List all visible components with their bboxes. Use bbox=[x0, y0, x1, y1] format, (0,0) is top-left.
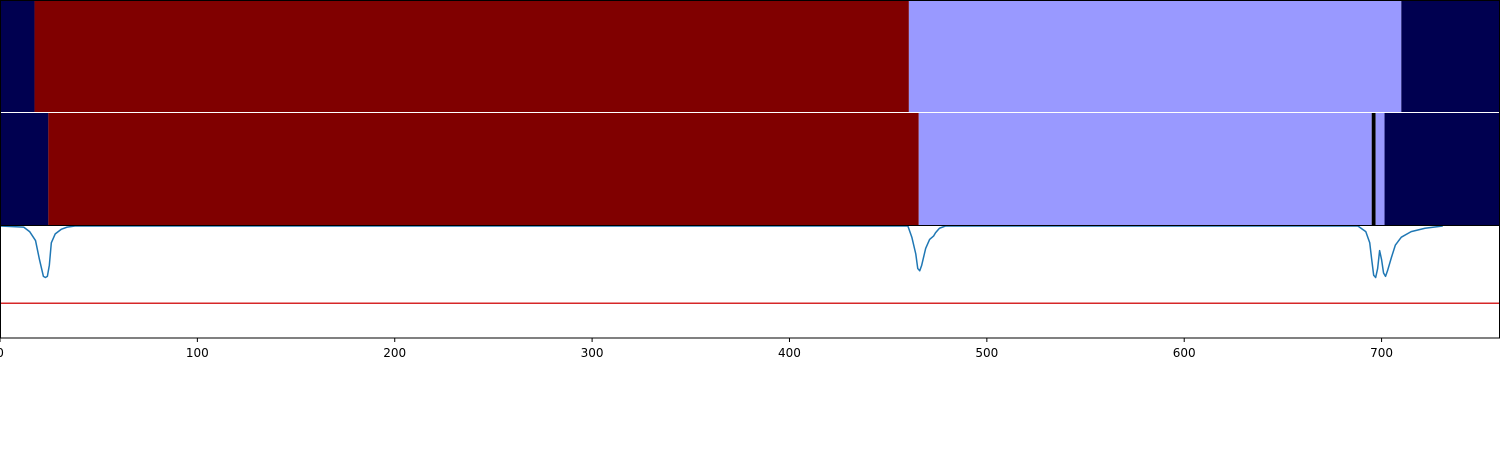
x-tick-label-500: 500 bbox=[975, 346, 998, 360]
row-1-segment-2 bbox=[919, 113, 1372, 225]
line-panel bbox=[0, 226, 1500, 338]
row-0-segment-1 bbox=[35, 0, 909, 112]
row-1-segment-0 bbox=[0, 113, 48, 225]
line-panel-background bbox=[0, 226, 1500, 338]
segment-row-top bbox=[0, 0, 1500, 112]
x-tick-label-300: 300 bbox=[581, 346, 604, 360]
row-0-segment-3 bbox=[1401, 0, 1500, 112]
x-tick-label-100: 100 bbox=[186, 346, 209, 360]
x-tick-label-400: 400 bbox=[778, 346, 801, 360]
x-tick-label-600: 600 bbox=[1173, 346, 1196, 360]
row-1-segment-3 bbox=[1372, 113, 1376, 225]
x-axis: 0 100 200 300 400 500 600 700 bbox=[0, 338, 1393, 360]
x-tick-label-0: 0 bbox=[0, 346, 4, 360]
row-0-segment-0 bbox=[0, 0, 35, 112]
row-1-segment-4 bbox=[1376, 113, 1385, 225]
row-1-segment-1 bbox=[48, 113, 918, 225]
row-0-segment-2 bbox=[909, 0, 1401, 112]
x-tick-label-700: 700 bbox=[1370, 346, 1393, 360]
x-tick-label-200: 200 bbox=[383, 346, 406, 360]
row-1-segment-5 bbox=[1385, 113, 1500, 225]
segment-row-bottom bbox=[0, 113, 1500, 225]
